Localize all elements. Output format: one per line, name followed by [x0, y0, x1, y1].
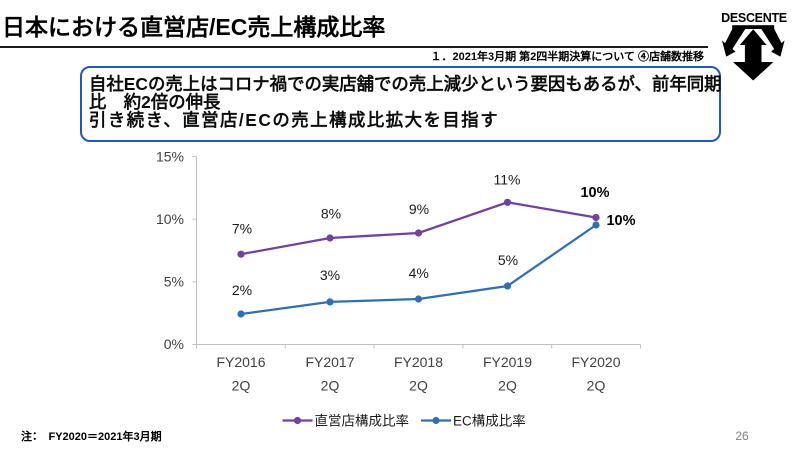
svg-text:FY2020: FY2020 [571, 354, 620, 370]
svg-text:FY2016: FY2016 [216, 354, 265, 370]
svg-text:15%: 15% [156, 149, 184, 165]
svg-text:2Q: 2Q [498, 378, 517, 394]
svg-text:2Q: 2Q [587, 378, 606, 394]
svg-text:5%: 5% [498, 252, 518, 268]
svg-text:0%: 0% [164, 336, 184, 352]
svg-text:直営店構成比率: 直営店構成比率 [315, 414, 410, 429]
svg-text:FY2019: FY2019 [483, 354, 532, 370]
svg-text:3%: 3% [320, 267, 340, 283]
svg-text:2Q: 2Q [409, 378, 428, 394]
svg-text:10%: 10% [580, 185, 609, 201]
svg-text:2%: 2% [232, 282, 252, 298]
svg-text:5%: 5% [164, 274, 184, 290]
svg-text:9%: 9% [409, 201, 429, 217]
svg-text:EC構成比率: EC構成比率 [453, 414, 526, 429]
svg-text:7%: 7% [232, 221, 252, 237]
svg-text:10%: 10% [606, 213, 635, 229]
svg-text:FY2018: FY2018 [394, 354, 443, 370]
svg-text:11%: 11% [494, 172, 521, 188]
svg-text:FY2017: FY2017 [305, 354, 354, 370]
svg-text:8%: 8% [321, 206, 341, 222]
svg-text:4%: 4% [409, 265, 429, 281]
svg-text:2Q: 2Q [321, 378, 340, 394]
svg-text:2Q: 2Q [232, 378, 251, 394]
svg-text:10%: 10% [156, 211, 184, 227]
